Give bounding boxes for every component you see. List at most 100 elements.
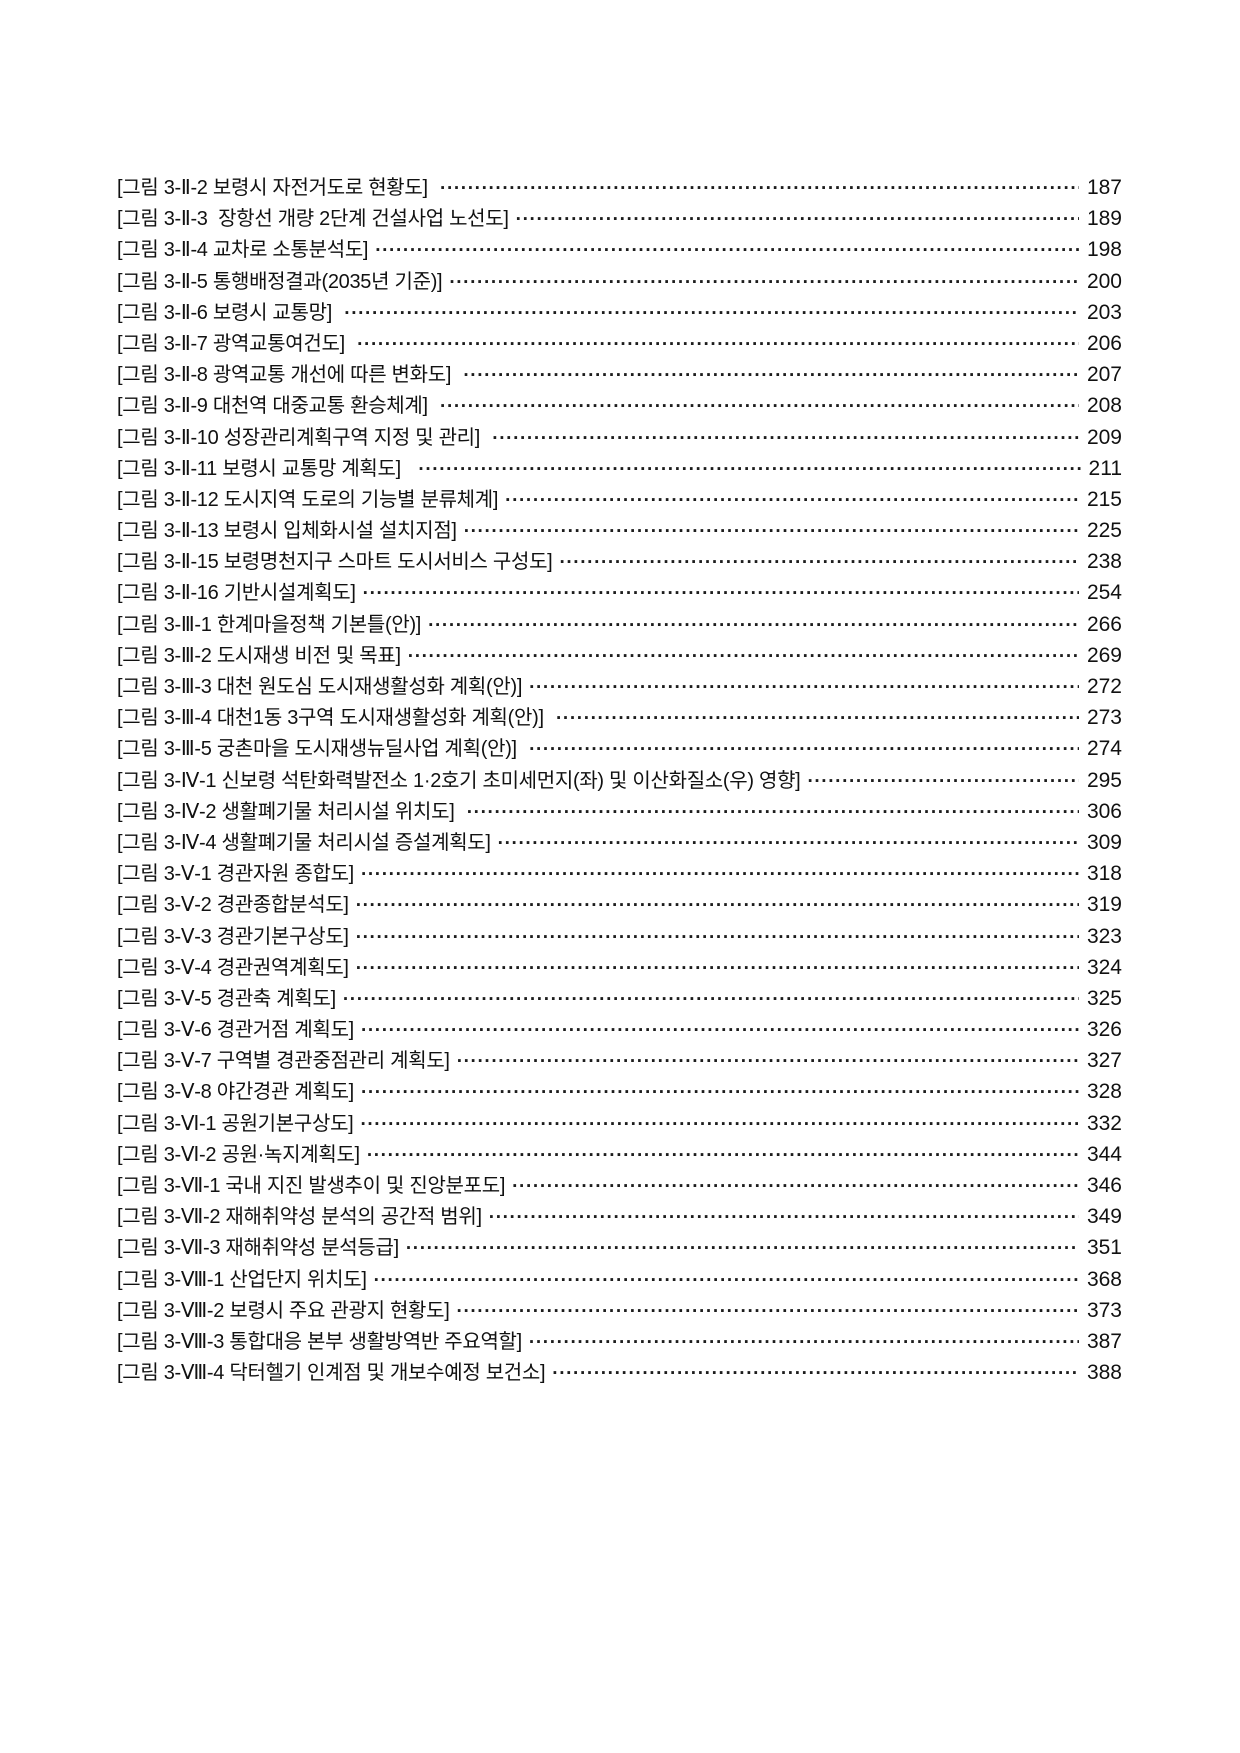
figure-label: [그림 3-Ⅷ-4 닥터헬기 인계점 및 개보수예정 보건소] (117, 1362, 546, 1385)
page-number: 388 (1086, 1361, 1122, 1385)
figure-label: [그림 3-Ⅱ-13 보령시 입체화시설 설치지점] (117, 520, 457, 543)
toc-entry: [그림 3-Ⅱ-6 보령시 교통망] 203 (117, 297, 1122, 328)
page-number: 274 (1086, 737, 1122, 761)
toc-entry: [그림 3-Ⅳ-1 신보령 석탄화력발전소 1·2호기 초미세먼지(좌) 및 이… (117, 765, 1122, 796)
toc-entry: [그림 3-Ⅷ-3 통합대응 본부 생활방역반 주요역할] 387 (117, 1326, 1122, 1357)
page-number: 295 (1086, 768, 1122, 792)
figure-label: [그림 3-Ⅲ-1 한계마을정책 기본틀(안)] (117, 613, 422, 636)
dot-leader (559, 547, 1079, 578)
toc-entry: [그림 3-Ⅱ-4 교차로 소통분석도] 198 (117, 234, 1122, 265)
dot-leader (360, 1109, 1079, 1140)
toc-entry: [그림 3-Ⅵ-1 공원기본구상도] 332 (117, 1108, 1122, 1139)
figure-label: [그림 3-Ⅴ-3 경관기본구상도] (117, 925, 349, 948)
figure-label: [그림 3-Ⅷ-3 통합대응 본부 생활방역반 주요역할] (117, 1330, 522, 1353)
page-number: 211 (1088, 456, 1122, 480)
figure-label: [그림 3-Ⅲ-2 도시재생 비전 및 목표] (117, 644, 401, 667)
dot-leader (440, 173, 1079, 204)
figure-label: [그림 3-Ⅱ-11 보령시 교통망 계획도] (117, 457, 412, 480)
dot-leader (505, 485, 1079, 516)
figure-label: [그림 3-Ⅱ-9 대천역 대중교통 환승체계] (117, 395, 434, 418)
dot-leader (449, 267, 1079, 298)
figure-label: [그림 3-Ⅷ-2 보령시 주요 관광지 현황도] (117, 1299, 450, 1322)
toc-entry: [그림 3-Ⅴ-8 야간경관 계획도] 328 (117, 1076, 1122, 1107)
dot-leader (356, 890, 1079, 921)
page-number: 351 (1086, 1236, 1122, 1260)
figure-label: [그림 3-Ⅱ-4 교차로 소통분석도] (117, 239, 369, 262)
page-number: 309 (1086, 830, 1122, 854)
page-number: 319 (1086, 893, 1122, 917)
toc-entry: [그림 3-Ⅱ-9 대천역 대중교통 환승체계] 208 (117, 390, 1122, 421)
page-number: 198 (1086, 238, 1122, 262)
page-number: 344 (1086, 1142, 1122, 1166)
page-number: 206 (1086, 331, 1122, 355)
figure-label: [그림 3-Ⅴ-7 구역별 경관중점관리 계획도] (117, 1050, 450, 1073)
dot-leader (512, 1171, 1079, 1202)
figure-label: [그림 3-Ⅴ-8 야간경관 계획도] (117, 1081, 354, 1104)
toc-entry: [그림 3-Ⅴ-2 경관종합분석도] 319 (117, 889, 1122, 920)
page-number: 254 (1086, 581, 1122, 605)
dot-leader (367, 1140, 1079, 1171)
toc-entry: [그림 3-Ⅶ-2 재해취약성 분석의 공간적 범위] 349 (117, 1201, 1122, 1232)
dot-leader (498, 828, 1079, 859)
figure-label: [그림 3-Ⅴ-2 경관종합분석도] (117, 894, 349, 917)
page-number: 324 (1086, 955, 1122, 979)
toc-entry: [그림 3-Ⅷ-1 산업단지 위치도] 368 (117, 1264, 1122, 1295)
figure-label: [그림 3-Ⅱ-6 보령시 교통망] (117, 301, 338, 324)
dot-leader (464, 516, 1079, 547)
dot-leader (492, 423, 1079, 454)
figure-label: [그림 3-Ⅴ-5 경관축 계획도] (117, 987, 336, 1010)
dot-leader (374, 1265, 1079, 1296)
dot-leader (552, 1358, 1079, 1389)
figure-label: [그림 3-Ⅱ-3 장항선 개량 2단계 건설사업 노선도] (117, 208, 509, 231)
list-of-figures: [그림 3-Ⅱ-2 보령시 자전거도로 현황도] 187 [그림 3-Ⅱ-3 장… (117, 172, 1122, 1388)
page-number: 326 (1086, 1018, 1122, 1042)
page-number: 208 (1086, 394, 1122, 418)
figure-label: [그림 3-Ⅱ-5 통행배정결과(2035년 기준)] (117, 270, 443, 293)
figure-label: [그림 3-Ⅲ-4 대천1동 3구역 도시재생활성화 계획(안)] (117, 707, 549, 730)
toc-entry: [그림 3-Ⅶ-1 국내 지진 발생추이 및 진앙분포도] 346 (117, 1170, 1122, 1201)
toc-entry: [그림 3-Ⅴ-1 경관자원 종합도] 318 (117, 858, 1122, 889)
page-number: 328 (1086, 1080, 1122, 1104)
toc-entry: [그림 3-Ⅱ-8 광역교통 개선에 따른 변화도] 207 (117, 359, 1122, 390)
page-number: 225 (1086, 519, 1122, 543)
page-number: 266 (1086, 612, 1122, 636)
page-number: 368 (1086, 1267, 1122, 1291)
dot-leader (463, 360, 1079, 391)
toc-entry: [그림 3-Ⅴ-7 구역별 경관중점관리 계획도] 327 (117, 1045, 1122, 1076)
page-number: 323 (1086, 924, 1122, 948)
page-number: 332 (1086, 1111, 1122, 1135)
dot-leader (467, 797, 1079, 828)
dot-leader (408, 641, 1079, 672)
toc-entry: [그림 3-Ⅴ-4 경관권역계획도] 324 (117, 952, 1122, 983)
figure-label: [그림 3-Ⅱ-8 광역교통 개선에 따른 변화도] (117, 364, 457, 387)
figure-label: [그림 3-Ⅱ-7 광역교통여건도] (117, 332, 351, 355)
page-number: 203 (1086, 300, 1122, 324)
toc-entry: [그림 3-Ⅷ-4 닥터헬기 인계점 및 개보수예정 보건소] 388 (117, 1357, 1122, 1388)
figure-label: [그림 3-Ⅶ-3 재해취약성 분석등급] (117, 1237, 399, 1260)
dot-leader (406, 1233, 1079, 1264)
toc-entry: [그림 3-Ⅴ-3 경관기본구상도] 323 (117, 921, 1122, 952)
page-number: 327 (1086, 1049, 1122, 1073)
figure-label: [그림 3-Ⅴ-1 경관자원 종합도] (117, 863, 354, 886)
dot-leader (361, 1077, 1079, 1108)
figure-label: [그림 3-Ⅴ-6 경관거점 계획도] (117, 1019, 354, 1042)
figure-label: [그림 3-Ⅱ-15 보령명천지구 스마트 도시서비스 구성도] (117, 551, 553, 574)
toc-entry: [그림 3-Ⅲ-2 도시재생 비전 및 목표] 269 (117, 640, 1122, 671)
figure-label: [그림 3-Ⅴ-4 경관권역계획도] (117, 956, 349, 979)
dot-leader (440, 391, 1079, 422)
page-number: 273 (1086, 706, 1122, 730)
figure-label: [그림 3-Ⅶ-2 재해취약성 분석의 공간적 범위] (117, 1206, 482, 1229)
figure-label: [그림 3-Ⅵ-1 공원기본구상도] (117, 1112, 354, 1135)
dot-leader (357, 329, 1079, 360)
toc-entry: [그림 3-Ⅲ-4 대천1동 3구역 도시재생활성화 계획(안)] 273 (117, 702, 1122, 733)
page-number: 189 (1086, 207, 1122, 231)
page-number: 238 (1086, 550, 1122, 574)
toc-entry: [그림 3-Ⅲ-1 한계마을정책 기본틀(안)] 266 (117, 609, 1122, 640)
page-number: 215 (1086, 487, 1122, 511)
figure-label: [그림 3-Ⅲ-3 대천 원도심 도시재생활성화 계획(안)] (117, 676, 523, 698)
page-number: 272 (1086, 675, 1122, 698)
dot-leader (418, 454, 1080, 485)
dot-leader (361, 859, 1079, 890)
toc-entry: [그림 3-Ⅴ-5 경관축 계획도] 325 (117, 983, 1122, 1014)
